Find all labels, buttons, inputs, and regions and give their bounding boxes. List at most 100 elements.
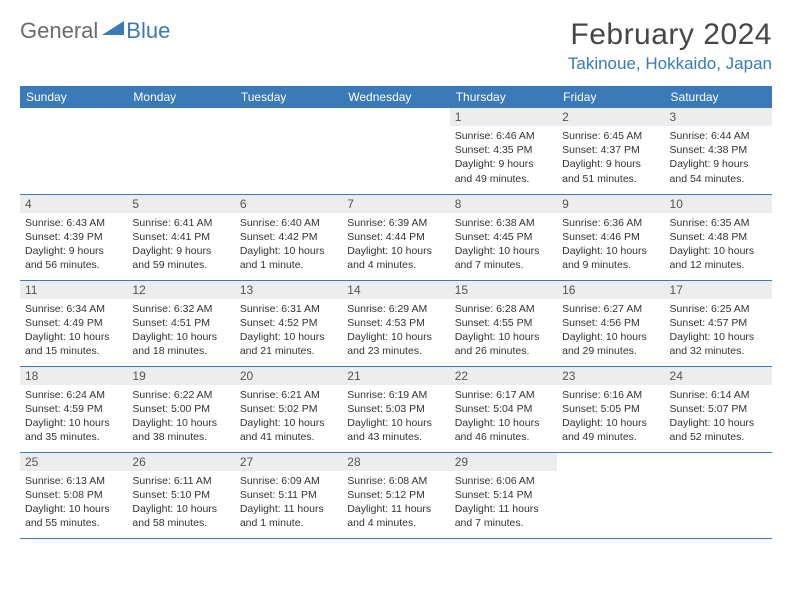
sunset-text: Sunset: 4:35 PM: [455, 143, 552, 157]
sunrise-text: Sunrise: 6:08 AM: [347, 474, 444, 488]
sunset-text: Sunset: 5:12 PM: [347, 488, 444, 502]
daylight-text: and 54 minutes.: [670, 172, 767, 186]
daylight-text: Daylight: 10 hours: [132, 330, 229, 344]
daylight-text: Daylight: 10 hours: [455, 244, 552, 258]
page-title: February 2024: [568, 18, 772, 52]
day-number: 23: [557, 367, 664, 385]
sunset-text: Sunset: 5:10 PM: [132, 488, 229, 502]
daylight-text: and 32 minutes.: [670, 344, 767, 358]
sunset-text: Sunset: 4:48 PM: [670, 230, 767, 244]
sunset-text: Sunset: 4:51 PM: [132, 316, 229, 330]
sunset-text: Sunset: 4:42 PM: [240, 230, 337, 244]
day-header: Friday: [557, 86, 664, 108]
daylight-text: and 35 minutes.: [25, 430, 122, 444]
sunset-text: Sunset: 4:52 PM: [240, 316, 337, 330]
day-number: 2: [557, 108, 664, 126]
day-details: Sunrise: 6:46 AMSunset: 4:35 PMDaylight:…: [450, 126, 557, 190]
day-number: 10: [665, 195, 772, 213]
day-number: 19: [127, 367, 234, 385]
day-number: 25: [20, 453, 127, 471]
sunrise-text: Sunrise: 6:29 AM: [347, 302, 444, 316]
calendar-cell: 1Sunrise: 6:46 AMSunset: 4:35 PMDaylight…: [450, 108, 557, 194]
daylight-text: Daylight: 10 hours: [347, 416, 444, 430]
calendar-cell: 3Sunrise: 6:44 AMSunset: 4:38 PMDaylight…: [665, 108, 772, 194]
day-number: 26: [127, 453, 234, 471]
daylight-text: Daylight: 11 hours: [240, 502, 337, 516]
sunrise-text: Sunrise: 6:06 AM: [455, 474, 552, 488]
sunrise-text: Sunrise: 6:43 AM: [25, 216, 122, 230]
day-details: Sunrise: 6:44 AMSunset: 4:38 PMDaylight:…: [665, 126, 772, 190]
calendar-cell: [557, 452, 664, 538]
title-block: February 2024 Takinoue, Hokkaido, Japan: [568, 18, 772, 74]
day-number: 29: [450, 453, 557, 471]
daylight-text: Daylight: 10 hours: [562, 244, 659, 258]
daylight-text: Daylight: 10 hours: [25, 330, 122, 344]
day-number: 24: [665, 367, 772, 385]
calendar-cell: 10Sunrise: 6:35 AMSunset: 4:48 PMDayligh…: [665, 194, 772, 280]
daylight-text: Daylight: 9 hours: [670, 157, 767, 171]
daylight-text: and 7 minutes.: [455, 258, 552, 272]
daylight-text: Daylight: 10 hours: [240, 244, 337, 258]
sunrise-text: Sunrise: 6:22 AM: [132, 388, 229, 402]
daylight-text: Daylight: 10 hours: [455, 330, 552, 344]
day-number: 13: [235, 281, 342, 299]
calendar-cell: 4Sunrise: 6:43 AMSunset: 4:39 PMDaylight…: [20, 194, 127, 280]
calendar-cell: 5Sunrise: 6:41 AMSunset: 4:41 PMDaylight…: [127, 194, 234, 280]
calendar-cell: 18Sunrise: 6:24 AMSunset: 4:59 PMDayligh…: [20, 366, 127, 452]
day-header: Tuesday: [235, 86, 342, 108]
sunset-text: Sunset: 4:41 PM: [132, 230, 229, 244]
calendar-cell: 6Sunrise: 6:40 AMSunset: 4:42 PMDaylight…: [235, 194, 342, 280]
day-number: 22: [450, 367, 557, 385]
daylight-text: and 38 minutes.: [132, 430, 229, 444]
daylight-text: and 18 minutes.: [132, 344, 229, 358]
day-details: Sunrise: 6:24 AMSunset: 4:59 PMDaylight:…: [20, 385, 127, 449]
calendar-cell: [235, 108, 342, 194]
calendar-cell: 2Sunrise: 6:45 AMSunset: 4:37 PMDaylight…: [557, 108, 664, 194]
day-header: Thursday: [450, 86, 557, 108]
sunrise-text: Sunrise: 6:25 AM: [670, 302, 767, 316]
daylight-text: and 51 minutes.: [562, 172, 659, 186]
calendar-cell: 21Sunrise: 6:19 AMSunset: 5:03 PMDayligh…: [342, 366, 449, 452]
calendar-table: SundayMondayTuesdayWednesdayThursdayFrid…: [20, 86, 772, 539]
sunrise-text: Sunrise: 6:38 AM: [455, 216, 552, 230]
calendar-cell: 20Sunrise: 6:21 AMSunset: 5:02 PMDayligh…: [235, 366, 342, 452]
calendar-cell: 22Sunrise: 6:17 AMSunset: 5:04 PMDayligh…: [450, 366, 557, 452]
day-details: Sunrise: 6:21 AMSunset: 5:02 PMDaylight:…: [235, 385, 342, 449]
calendar-week: 1Sunrise: 6:46 AMSunset: 4:35 PMDaylight…: [20, 108, 772, 194]
day-details: Sunrise: 6:25 AMSunset: 4:57 PMDaylight:…: [665, 299, 772, 363]
calendar-cell: 13Sunrise: 6:31 AMSunset: 4:52 PMDayligh…: [235, 280, 342, 366]
daylight-text: Daylight: 11 hours: [347, 502, 444, 516]
day-details: Sunrise: 6:31 AMSunset: 4:52 PMDaylight:…: [235, 299, 342, 363]
day-details: Sunrise: 6:29 AMSunset: 4:53 PMDaylight:…: [342, 299, 449, 363]
calendar-week: 18Sunrise: 6:24 AMSunset: 4:59 PMDayligh…: [20, 366, 772, 452]
day-number: 28: [342, 453, 449, 471]
sunrise-text: Sunrise: 6:34 AM: [25, 302, 122, 316]
day-number: 14: [342, 281, 449, 299]
sunrise-text: Sunrise: 6:35 AM: [670, 216, 767, 230]
daylight-text: and 1 minute.: [240, 258, 337, 272]
sunset-text: Sunset: 4:59 PM: [25, 402, 122, 416]
daylight-text: and 21 minutes.: [240, 344, 337, 358]
day-number: 21: [342, 367, 449, 385]
day-details: Sunrise: 6:41 AMSunset: 4:41 PMDaylight:…: [127, 213, 234, 277]
sunset-text: Sunset: 4:37 PM: [562, 143, 659, 157]
calendar-cell: [20, 108, 127, 194]
daylight-text: and 4 minutes.: [347, 258, 444, 272]
day-details: Sunrise: 6:19 AMSunset: 5:03 PMDaylight:…: [342, 385, 449, 449]
day-details: Sunrise: 6:09 AMSunset: 5:11 PMDaylight:…: [235, 471, 342, 535]
daylight-text: Daylight: 10 hours: [562, 330, 659, 344]
day-details: Sunrise: 6:27 AMSunset: 4:56 PMDaylight:…: [557, 299, 664, 363]
sunrise-text: Sunrise: 6:28 AM: [455, 302, 552, 316]
day-number: 18: [20, 367, 127, 385]
calendar-cell: 14Sunrise: 6:29 AMSunset: 4:53 PMDayligh…: [342, 280, 449, 366]
daylight-text: and 43 minutes.: [347, 430, 444, 444]
sunrise-text: Sunrise: 6:11 AM: [132, 474, 229, 488]
calendar-cell: 19Sunrise: 6:22 AMSunset: 5:00 PMDayligh…: [127, 366, 234, 452]
calendar-cell: 26Sunrise: 6:11 AMSunset: 5:10 PMDayligh…: [127, 452, 234, 538]
calendar-cell: 11Sunrise: 6:34 AMSunset: 4:49 PMDayligh…: [20, 280, 127, 366]
day-number: 3: [665, 108, 772, 126]
sunset-text: Sunset: 5:11 PM: [240, 488, 337, 502]
calendar-week: 25Sunrise: 6:13 AMSunset: 5:08 PMDayligh…: [20, 452, 772, 538]
day-details: Sunrise: 6:34 AMSunset: 4:49 PMDaylight:…: [20, 299, 127, 363]
sunrise-text: Sunrise: 6:41 AM: [132, 216, 229, 230]
